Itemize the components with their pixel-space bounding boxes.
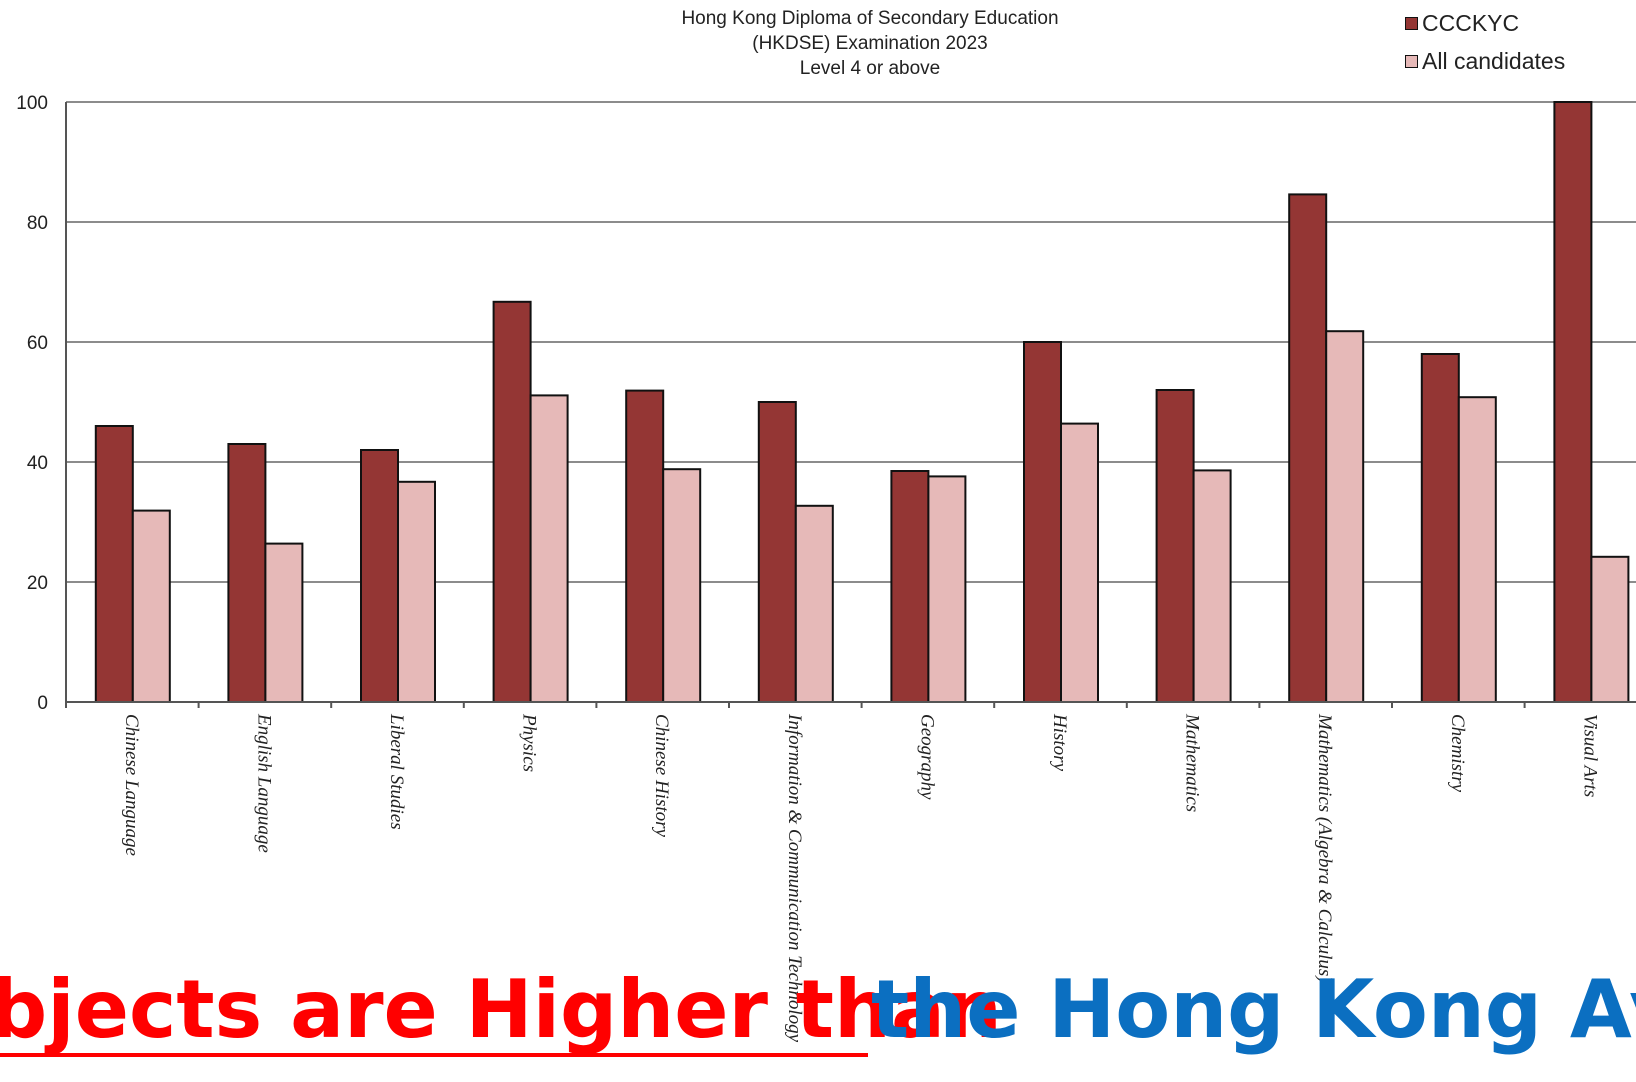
headline-banner: bjects are Higher than the Hong Kong Ave…: [0, 965, 1636, 1055]
headline-red-text: bjects are Higher than: [0, 965, 1002, 1055]
y-tick-label-0: 0: [37, 693, 48, 714]
x-tick-label-5: Information & Communication Technology: [784, 713, 805, 1043]
bar-all-candidates-4: [662, 468, 702, 704]
bar-ccckyc-1: [227, 443, 267, 703]
bar-all-candidates-6: [927, 475, 967, 703]
legend-label-all-candidates: All candidates: [1422, 47, 1566, 74]
headline-blue-text: the Hong Kong Aver: [871, 965, 1636, 1055]
y-tick-label-40: 40: [27, 453, 48, 474]
x-tick-label-0: Chinese Language: [121, 714, 142, 856]
bar-all-candidates-2: [397, 480, 436, 703]
y-tick-label-60: 60: [27, 333, 48, 354]
bar-all-candidates-3: [529, 394, 569, 703]
bar-ccckyc-7: [1023, 341, 1062, 703]
x-tick-label-8: Mathematics: [1182, 713, 1203, 812]
x-tick-label-4: Chinese History: [651, 714, 672, 838]
bar-all-candidates-11: [1590, 555, 1630, 703]
chart-title-line-2: (HKDSE) Examination 2023: [752, 33, 988, 54]
x-tick-label-1: English Language: [253, 713, 274, 853]
bar-ccckyc-9: [1288, 193, 1328, 703]
chart-title-line-1: Hong Kong Diploma of Secondary Education: [681, 8, 1059, 29]
legend-label-ccckyc: CCCKYC: [1422, 9, 1520, 36]
x-tick-label-3: Physics: [519, 713, 540, 772]
bar-ccckyc-10: [1420, 353, 1460, 703]
bar-all-candidates-5: [794, 504, 834, 703]
chart-legend: CCCKYC All candidates: [1405, 4, 1565, 80]
bar-all-candidates-7: [1060, 422, 1099, 703]
bar-all-candidates-0: [131, 509, 171, 703]
y-tick-label-80: 80: [27, 213, 48, 234]
headline-underline: [0, 1053, 868, 1057]
legend-swatch-all-candidates: [1405, 54, 1418, 68]
x-tick-label-10: Chemistry: [1447, 714, 1468, 793]
bar-all-candidates-8: [1192, 469, 1232, 703]
y-tick-label-100: 100: [16, 93, 48, 114]
bar-all-candidates-10: [1457, 396, 1497, 703]
bar-ccckyc-5: [757, 401, 797, 703]
bar-ccckyc-2: [360, 449, 399, 703]
bar-ccckyc-11: [1553, 101, 1593, 703]
bar-ccckyc-6: [890, 470, 930, 703]
x-tick-label-6: Geography: [916, 714, 937, 800]
bar-ccckyc-8: [1155, 389, 1195, 703]
y-tick-label-20: 20: [27, 573, 48, 594]
x-tick-label-2: Liberal Studies: [386, 713, 407, 830]
x-tick-label-7: History: [1049, 713, 1070, 772]
bar-ccckyc-4: [625, 389, 665, 703]
x-tick-label-9: Mathematics (Algebra & Calculus): [1314, 713, 1335, 983]
bar-ccckyc-0: [94, 425, 134, 703]
x-tick-label-11: Visual Arts: [1579, 714, 1600, 797]
legend-swatch-ccckyc: [1405, 16, 1418, 30]
bar-ccckyc-3: [492, 300, 532, 703]
chart-title-line-3: Level 4 or above: [799, 58, 941, 79]
bar-all-candidates-1: [264, 542, 304, 703]
bar-all-candidates-9: [1325, 330, 1365, 703]
legend-item-ccckyc: CCCKYC: [1405, 4, 1565, 42]
legend-item-all-candidates: All candidates: [1405, 42, 1565, 80]
chart-title: Hong Kong Diploma of Secondary Education…: [560, 6, 1180, 81]
